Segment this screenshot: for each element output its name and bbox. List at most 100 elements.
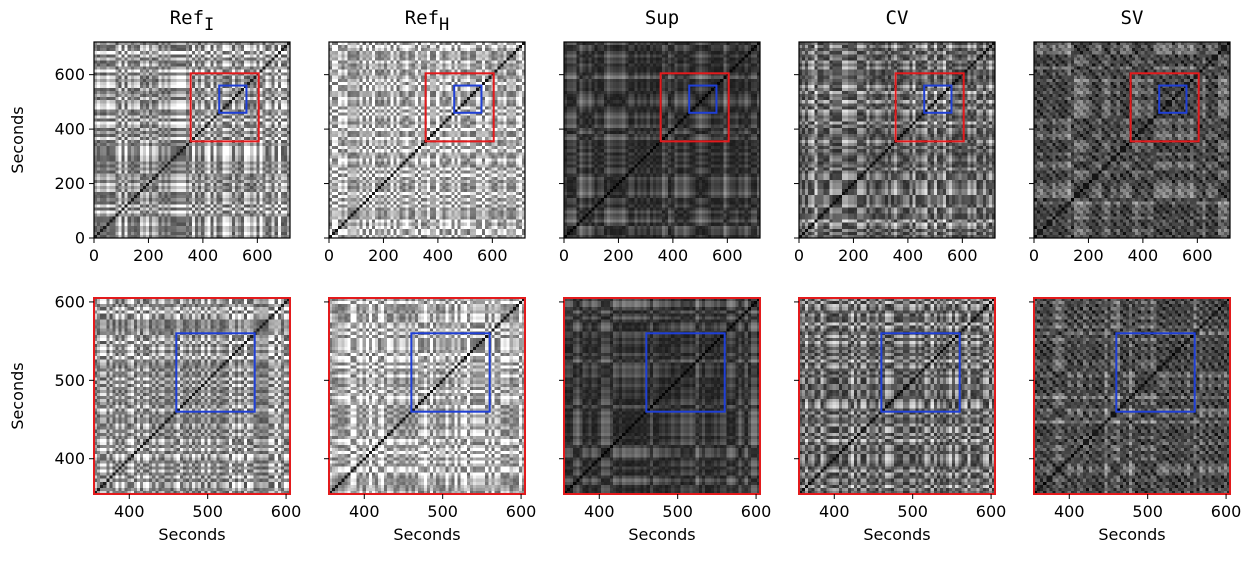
- panel-r2-c2: 400 500 600 Seconds: [324, 297, 537, 544]
- self-similarity-matrix-image: [94, 42, 290, 238]
- x-axis-label: Seconds: [158, 525, 225, 544]
- zoom-region-blue-box: [410, 332, 491, 413]
- x-tick-label: 500: [192, 502, 223, 521]
- x-tick-label: 400: [423, 246, 454, 265]
- panel-title: SV: [1121, 7, 1144, 29]
- x-tick-label: 600: [712, 246, 743, 265]
- x-tick-label: 400: [893, 246, 924, 265]
- x-tick-label: 0: [794, 246, 804, 265]
- panel-title: RefH: [405, 7, 450, 35]
- panel-r2-c1: 400 500 600 400 500 600 Seconds Seconds: [8, 292, 301, 544]
- x-tick-label: 600: [271, 502, 302, 521]
- x-tick-label: 400: [584, 502, 615, 521]
- panel-r1-c2: 0 200 400 600 RefH: [324, 7, 526, 265]
- x-tick-label: 500: [662, 502, 693, 521]
- self-similarity-matrix-image: [799, 298, 995, 494]
- x-tick-label: 600: [477, 246, 508, 265]
- panel-r1-c3: 0 200 400 600 Sup: [559, 7, 761, 265]
- y-axis-label: Seconds: [8, 362, 27, 429]
- y-tick-label: 400: [54, 449, 85, 468]
- panel-r1-c1: 0 200 400 600 0 200 400 600 Seconds RefI: [8, 7, 291, 265]
- x-tick-label: 400: [114, 502, 145, 521]
- panel-title: CV: [886, 7, 909, 29]
- self-similarity-matrix-image: [799, 42, 995, 238]
- axes-frame: [1033, 41, 1231, 239]
- axes-frame: [93, 41, 291, 239]
- zoom-region-red-box: [1129, 72, 1200, 143]
- x-tick-label: 200: [1073, 246, 1104, 265]
- x-tick-label: 600: [741, 502, 772, 521]
- self-similarity-matrix-image: [564, 298, 760, 494]
- x-tick-label: 400: [658, 246, 689, 265]
- zoom-region-red-box: [189, 72, 260, 143]
- panel-r1-c4: 0 200 400 600 CV: [794, 7, 996, 265]
- y-axis-label: Seconds: [8, 106, 27, 173]
- x-tick-label: 400: [819, 502, 850, 521]
- x-tick-label: 0: [559, 246, 569, 265]
- self-similarity-matrix-image: [329, 42, 525, 238]
- axes-frame: [563, 41, 761, 239]
- x-tick-label: 500: [897, 502, 928, 521]
- self-similarity-matrix-image: [1034, 298, 1230, 494]
- x-tick-label: 200: [603, 246, 634, 265]
- self-similarity-matrix-image: [329, 298, 525, 494]
- x-tick-label: 0: [1029, 246, 1039, 265]
- panel-r2-c3: 400 500 600 Seconds: [559, 297, 772, 544]
- y-tick-label: 0: [75, 229, 85, 248]
- axes-frame: [798, 297, 996, 495]
- zoom-region-blue-box: [688, 84, 718, 114]
- x-tick-label: 600: [947, 246, 978, 265]
- zoom-region-red-box: [659, 72, 730, 143]
- axes-frame: [1033, 297, 1231, 495]
- zoom-region-blue-box: [175, 332, 256, 413]
- x-tick-label: 600: [1211, 502, 1242, 521]
- axes-frame: [798, 41, 996, 239]
- zoom-region-red-box: [424, 72, 495, 143]
- zoom-region-blue-box: [1115, 332, 1196, 413]
- x-tick-label: 600: [976, 502, 1007, 521]
- x-tick-label: 400: [188, 246, 219, 265]
- x-tick-label: 200: [368, 246, 399, 265]
- axes-frame: [328, 297, 526, 495]
- x-tick-label: 500: [1132, 502, 1163, 521]
- x-tick-label: 400: [349, 502, 380, 521]
- panel-title: Sup: [645, 7, 679, 29]
- zoom-region-blue-box: [923, 84, 953, 114]
- x-tick-label: 600: [242, 246, 273, 265]
- zoom-region-blue-box: [218, 84, 248, 114]
- x-tick-label: 500: [427, 502, 458, 521]
- self-similarity-matrix-image: [1034, 42, 1230, 238]
- panel-r1-c5: 0 200 400 600 SV: [1029, 7, 1231, 265]
- y-tick-label: 400: [54, 120, 85, 139]
- zoom-region-blue-box: [453, 84, 483, 114]
- axes-frame: [93, 297, 291, 495]
- x-tick-label: 600: [506, 502, 537, 521]
- y-tick-label: 500: [54, 371, 85, 390]
- x-tick-label: 0: [89, 246, 99, 265]
- zoom-region-blue-box: [1158, 84, 1188, 114]
- panel-title: RefI: [170, 7, 215, 35]
- x-tick-label: 400: [1128, 246, 1159, 265]
- y-tick-label: 200: [54, 174, 85, 193]
- panel-grid: 0 200 400 600 0 200 400 600 Seconds RefI 0 200 400 60…: [8, 7, 1241, 544]
- x-tick-label: 600: [1182, 246, 1213, 265]
- x-axis-label: Seconds: [863, 525, 930, 544]
- zoom-region-red-box: [894, 72, 965, 143]
- self-similarity-matrix-image: [564, 42, 760, 238]
- panel-r2-c5: 400 500 600 Seconds: [1029, 297, 1242, 544]
- axes-frame: [563, 297, 761, 495]
- zoom-region-blue-box: [645, 332, 726, 413]
- x-tick-label: 400: [1054, 502, 1085, 521]
- x-tick-label: 200: [133, 246, 164, 265]
- y-tick-label: 600: [54, 65, 85, 84]
- y-tick-label: 600: [54, 292, 85, 311]
- axes-frame: [328, 41, 526, 239]
- x-axis-label: Seconds: [628, 525, 695, 544]
- x-axis-label: Seconds: [1098, 525, 1165, 544]
- x-tick-label: 200: [838, 246, 869, 265]
- x-axis-label: Seconds: [393, 525, 460, 544]
- self-similarity-matrix-image: [94, 298, 290, 494]
- zoom-region-blue-box: [880, 332, 961, 413]
- panel-r2-c4: 400 500 600 Seconds: [794, 297, 1007, 544]
